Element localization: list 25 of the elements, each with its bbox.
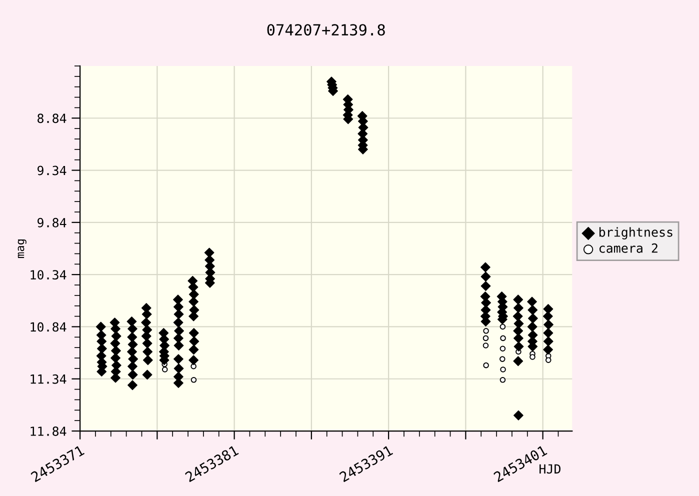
point [482,342,489,348]
y-tick-label: 10.84 [30,322,66,332]
point [500,366,506,372]
point [545,357,552,363]
y-axis-title: mag [18,240,26,258]
chart-title: 074207+2139.8 [267,24,385,36]
point [500,346,506,352]
legend-label: brightness [599,227,672,240]
point [500,324,506,330]
point [483,328,489,334]
point [190,377,197,383]
point [483,362,489,368]
y-tick-label: 9.84 [38,218,66,228]
point [530,354,536,360]
y-tick-label: 10.34 [30,270,66,280]
y-tick-label: 11.84 [30,426,66,436]
point [162,366,168,372]
point [500,335,506,342]
y-tick-label: 9.34 [38,166,66,176]
point [482,335,489,342]
point [500,356,506,362]
point [500,377,506,383]
y-tick-label: 8.84 [38,114,66,124]
y-tick-label: 11.34 [30,374,66,384]
legend-label: camera 2 [599,243,658,253]
